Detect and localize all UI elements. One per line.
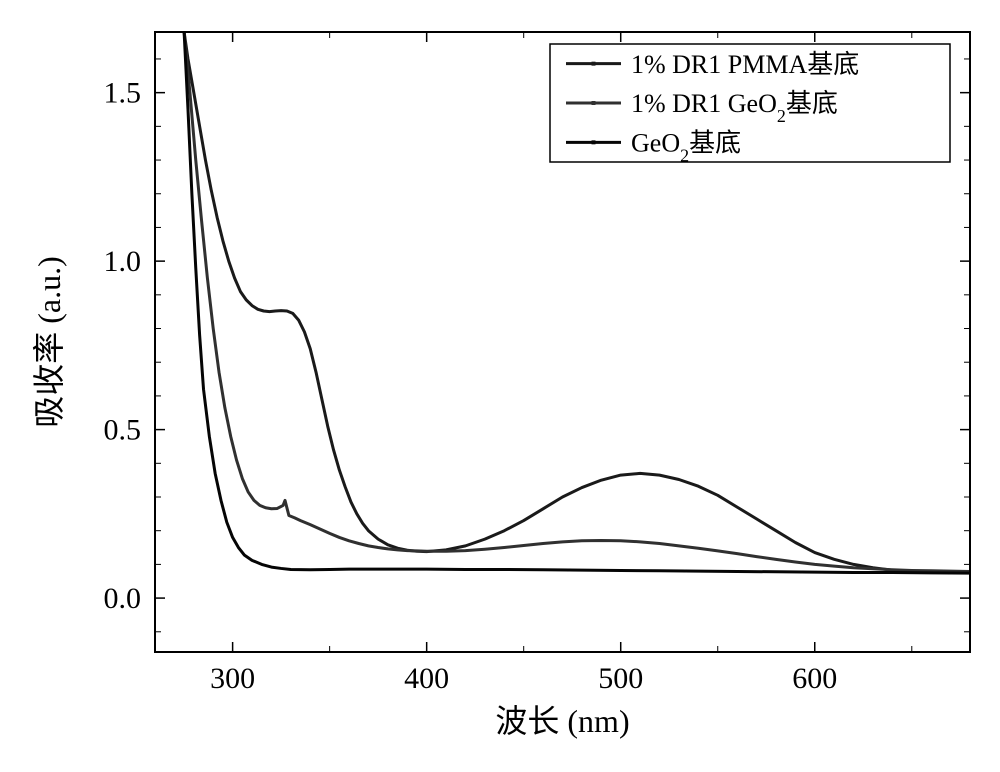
- chart-container: 300 400 500 600 波长 (nm) 0.0 0.5 1.0 1.5 吸收率 (a.u.…: [0, 0, 1000, 772]
- x-tick-label: 500: [598, 662, 643, 695]
- x-axis-label: 波长 (nm): [495, 703, 629, 739]
- legend: 1% DR1 PMMA基底1% DR1 GeO2基底GeO2基底: [550, 44, 950, 165]
- y-tick-label: 1.5: [104, 77, 142, 110]
- x-tick-label: 400: [404, 662, 449, 695]
- x-tick-label: 600: [792, 662, 837, 695]
- y-tick-label: 0.5: [104, 414, 142, 447]
- y-tick-label: 0.0: [104, 582, 142, 615]
- legend-item-label: 1% DR1 PMMA基底: [631, 50, 859, 79]
- y-axis-label: 吸收率 (a.u.): [31, 256, 67, 428]
- y-tick-label: 1.0: [104, 245, 142, 278]
- absorption-spectrum-chart: 300 400 500 600 波长 (nm) 0.0 0.5 1.0 1.5 吸收率 (a.u.…: [0, 0, 1000, 772]
- x-tick-label: 300: [210, 662, 255, 695]
